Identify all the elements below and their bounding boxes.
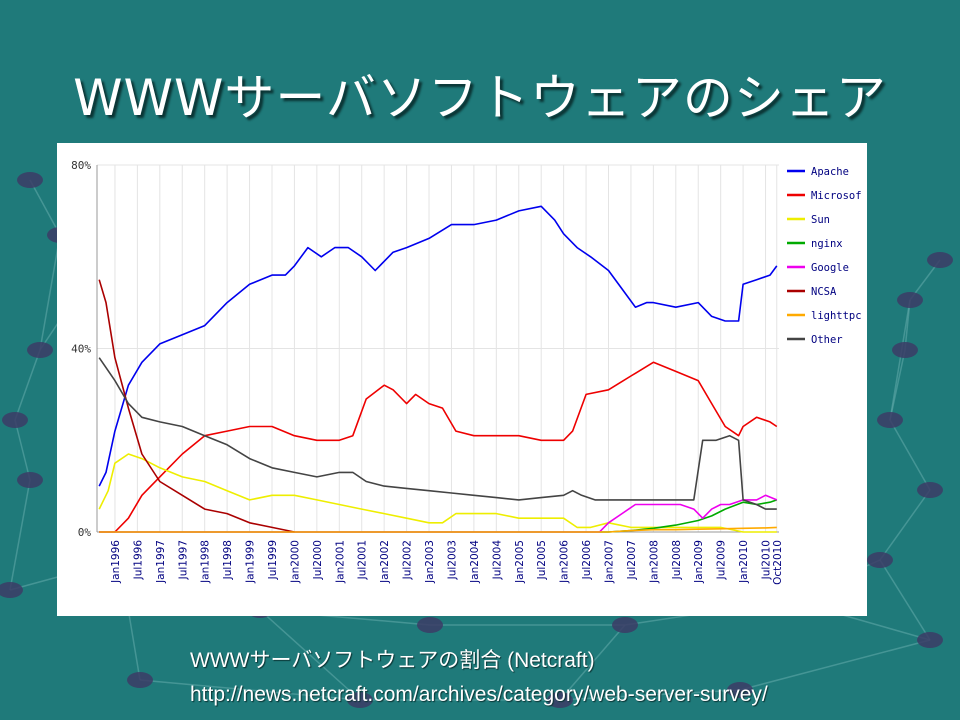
x-tick-label: Jul2002 (402, 540, 414, 580)
series-line-sun (98, 453, 777, 533)
network-link (139, 679, 361, 701)
network-node (612, 617, 638, 633)
x-tick-label: Jul1998 (222, 540, 234, 580)
legend-label-sun: Sun (811, 214, 830, 226)
y-tick-label: 80% (71, 159, 91, 172)
network-node (917, 482, 943, 498)
x-tick-label: Jul2010 (761, 540, 773, 580)
network-link (9, 479, 31, 591)
network-node (127, 672, 153, 688)
network-node (0, 582, 23, 598)
source-url: http://news.netcraft.com/archives/catego… (190, 683, 768, 706)
series-line-other (98, 357, 777, 510)
x-tick-label: Jan2010 (738, 540, 750, 584)
network-link (879, 489, 931, 561)
network-node (17, 172, 43, 188)
x-tick-label: Jan1996 (110, 540, 122, 584)
series-line-lighttpd (99, 526, 777, 533)
line-chart: 0% 40% 80% Jan1996 Jul1996 Jan1997 Jul1997 Jan1… (71, 159, 862, 585)
chart-caption: WWWサーバソフトウェアの割合 (Netcraft) (190, 649, 595, 672)
network-node (917, 632, 943, 648)
legend-label-lighttpd: lighttpc (811, 310, 862, 322)
x-tick-label: Jul2004 (491, 540, 503, 581)
series-line-google (99, 494, 778, 533)
x-tick-label: Jan1997 (155, 540, 167, 584)
x-tick-label: Jan2004 (469, 540, 481, 584)
x-tick-label: Jul2001 (357, 540, 369, 580)
x-tick-label: Jan2009 (693, 540, 705, 584)
legend-label-other: Other (811, 334, 843, 346)
network-node (27, 342, 53, 358)
network-link (14, 349, 41, 421)
x-tick-label: Jul2006 (581, 540, 593, 581)
slide-title: WWWサーバソフトウェアのシェア (73, 69, 887, 127)
network-node (897, 292, 923, 308)
x-tick-label: Jul2008 (671, 540, 683, 580)
legend-label-microsoft: Microsof (811, 190, 862, 202)
chart-panel: 0% 40% 80% Jan1996 Jul1996 Jan1997 Jul1997 Jan1… (57, 143, 867, 616)
legend-label-google: Google (811, 262, 849, 274)
network-link (889, 419, 931, 491)
network-node (17, 472, 43, 488)
network-link (889, 299, 911, 421)
network-node (547, 692, 573, 708)
network-link (39, 234, 61, 351)
y-tick-label: 40% (71, 343, 91, 356)
x-tick-label: Oct2010 (772, 540, 784, 585)
x-tick-label: Jan2005 (514, 540, 526, 584)
series-line-microsoft (99, 361, 778, 533)
x-tick-label: Jan1998 (200, 540, 212, 584)
network-link (259, 609, 361, 701)
network-link (14, 419, 31, 481)
x-tick-label: Jan2002 (379, 540, 391, 584)
network-node (727, 682, 753, 698)
x-tick-label: Jan2008 (648, 540, 660, 584)
series-line-ncsa (98, 279, 295, 533)
legend-label-ncsa: NCSA (811, 286, 837, 298)
network-node (417, 617, 443, 633)
x-tick-label: Jan2003 (424, 540, 436, 584)
x-tick-label: Jul2003 (446, 540, 458, 580)
network-link (559, 624, 626, 701)
x-tick-label: Jul1999 (267, 540, 279, 580)
y-tick-label: 0% (78, 526, 92, 539)
network-link (739, 639, 931, 691)
x-tick-label: Jan2006 (559, 540, 571, 584)
network-node (867, 552, 893, 568)
legend-label-nginx: nginx (811, 238, 843, 250)
x-tick-label: Jul2007 (626, 540, 638, 580)
network-link (29, 179, 61, 236)
network-node (892, 342, 918, 358)
x-tick-label: Jul1997 (177, 540, 189, 580)
x-tick-label: Jul2005 (536, 540, 548, 580)
network-link (879, 559, 931, 641)
series-line-apache (98, 205, 778, 487)
x-tick-label: Jul1996 (132, 540, 144, 581)
network-node (347, 692, 373, 708)
x-tick-label: Jul2009 (716, 540, 728, 580)
network-node (2, 412, 28, 428)
x-tick-label: Jan2001 (334, 540, 346, 584)
legend-label-apache: Apache (811, 166, 849, 178)
x-tick-label: Jan1999 (245, 540, 257, 584)
network-node (877, 412, 903, 428)
x-tick-label: Jul2000 (312, 540, 324, 580)
x-tick-label: Jan2007 (604, 540, 616, 584)
network-node (927, 252, 953, 268)
x-tick-label: Jan2000 (289, 540, 301, 584)
network-link (559, 689, 741, 701)
